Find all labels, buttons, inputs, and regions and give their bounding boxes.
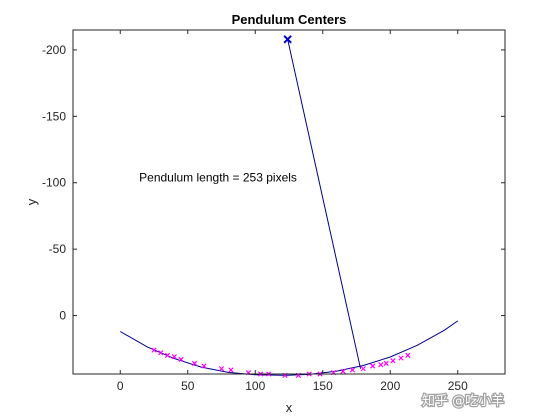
pendulum-center-point: [360, 366, 366, 372]
pivot-marker-stroke: [283, 35, 292, 44]
center-marker-stroke: [340, 368, 346, 374]
center-marker-stroke: [405, 352, 411, 359]
pendulum-center-point: [383, 360, 389, 366]
center-marker-stroke: [383, 360, 389, 366]
x-tick-label: 200: [380, 379, 400, 393]
pendulum-center-point: [201, 363, 207, 369]
y-tick-label: -150: [42, 109, 66, 123]
pendulum-center-point: [171, 354, 177, 360]
x-tick-label: 150: [313, 379, 333, 393]
center-marker-stroke: [158, 350, 164, 356]
pendulum-center-point: [378, 362, 384, 368]
center-marker-stroke: [171, 354, 177, 360]
y-axis-label: y: [24, 198, 39, 205]
watermark: 知乎 @吃小羊: [421, 392, 506, 411]
center-marker-stroke: [378, 362, 384, 368]
center-marker-stroke: [398, 355, 404, 361]
pendulum-length-annotation: Pendulum length = 253 pixels: [139, 170, 297, 184]
center-marker-stroke: [218, 366, 225, 372]
pendulum-center-point: [191, 360, 198, 366]
pendulum-center-point: [178, 356, 184, 363]
center-marker-stroke: [349, 367, 356, 373]
pendulum-center-point: [398, 355, 404, 361]
plot-area: [120, 35, 459, 378]
x-tick-label: 100: [245, 379, 265, 393]
pendulum-center-point: [390, 358, 396, 364]
pendulum-center-point: [218, 366, 225, 372]
pendulum-center-point: [370, 363, 376, 369]
center-marker-stroke: [164, 352, 171, 359]
pendulum-center-point: [164, 352, 171, 359]
center-marker-stroke: [201, 363, 207, 369]
x-axis-label: x: [286, 400, 293, 415]
x-tick-label: 0: [117, 379, 124, 393]
pendulum-center-point: [228, 367, 234, 373]
x-tick-label: 250: [448, 379, 468, 393]
center-marker-stroke: [360, 366, 366, 372]
pendulum-center-point: [349, 367, 356, 373]
axes-box: [72, 29, 506, 375]
pendulum-rod-line: [287, 39, 362, 369]
pivot-point-marker: [283, 35, 292, 44]
center-marker-stroke: [390, 358, 396, 364]
center-marker-stroke: [151, 347, 157, 353]
pendulum-center-point: [151, 347, 157, 353]
y-tick-label: -200: [42, 43, 66, 57]
center-marker-stroke: [370, 363, 376, 369]
center-marker-stroke: [228, 367, 234, 373]
center-marker-stroke: [178, 356, 184, 363]
center-marker-stroke: [191, 360, 198, 366]
pendulum-center-point: [405, 352, 411, 359]
x-tick-label: 50: [181, 379, 195, 393]
axis-ticks: 0 50 100 150 200 250 -200 -150 -100 -50 0: [42, 30, 505, 393]
chart-title: Pendulum Centers: [232, 12, 347, 27]
pendulum-center-point: [158, 350, 164, 356]
y-tick-label: -50: [49, 242, 67, 256]
watermark-text: 知乎 @吃小羊: [422, 393, 504, 409]
y-tick-label: -100: [42, 176, 66, 190]
y-tick-label: 0: [59, 309, 66, 323]
pendulum-center-point: [340, 368, 346, 374]
